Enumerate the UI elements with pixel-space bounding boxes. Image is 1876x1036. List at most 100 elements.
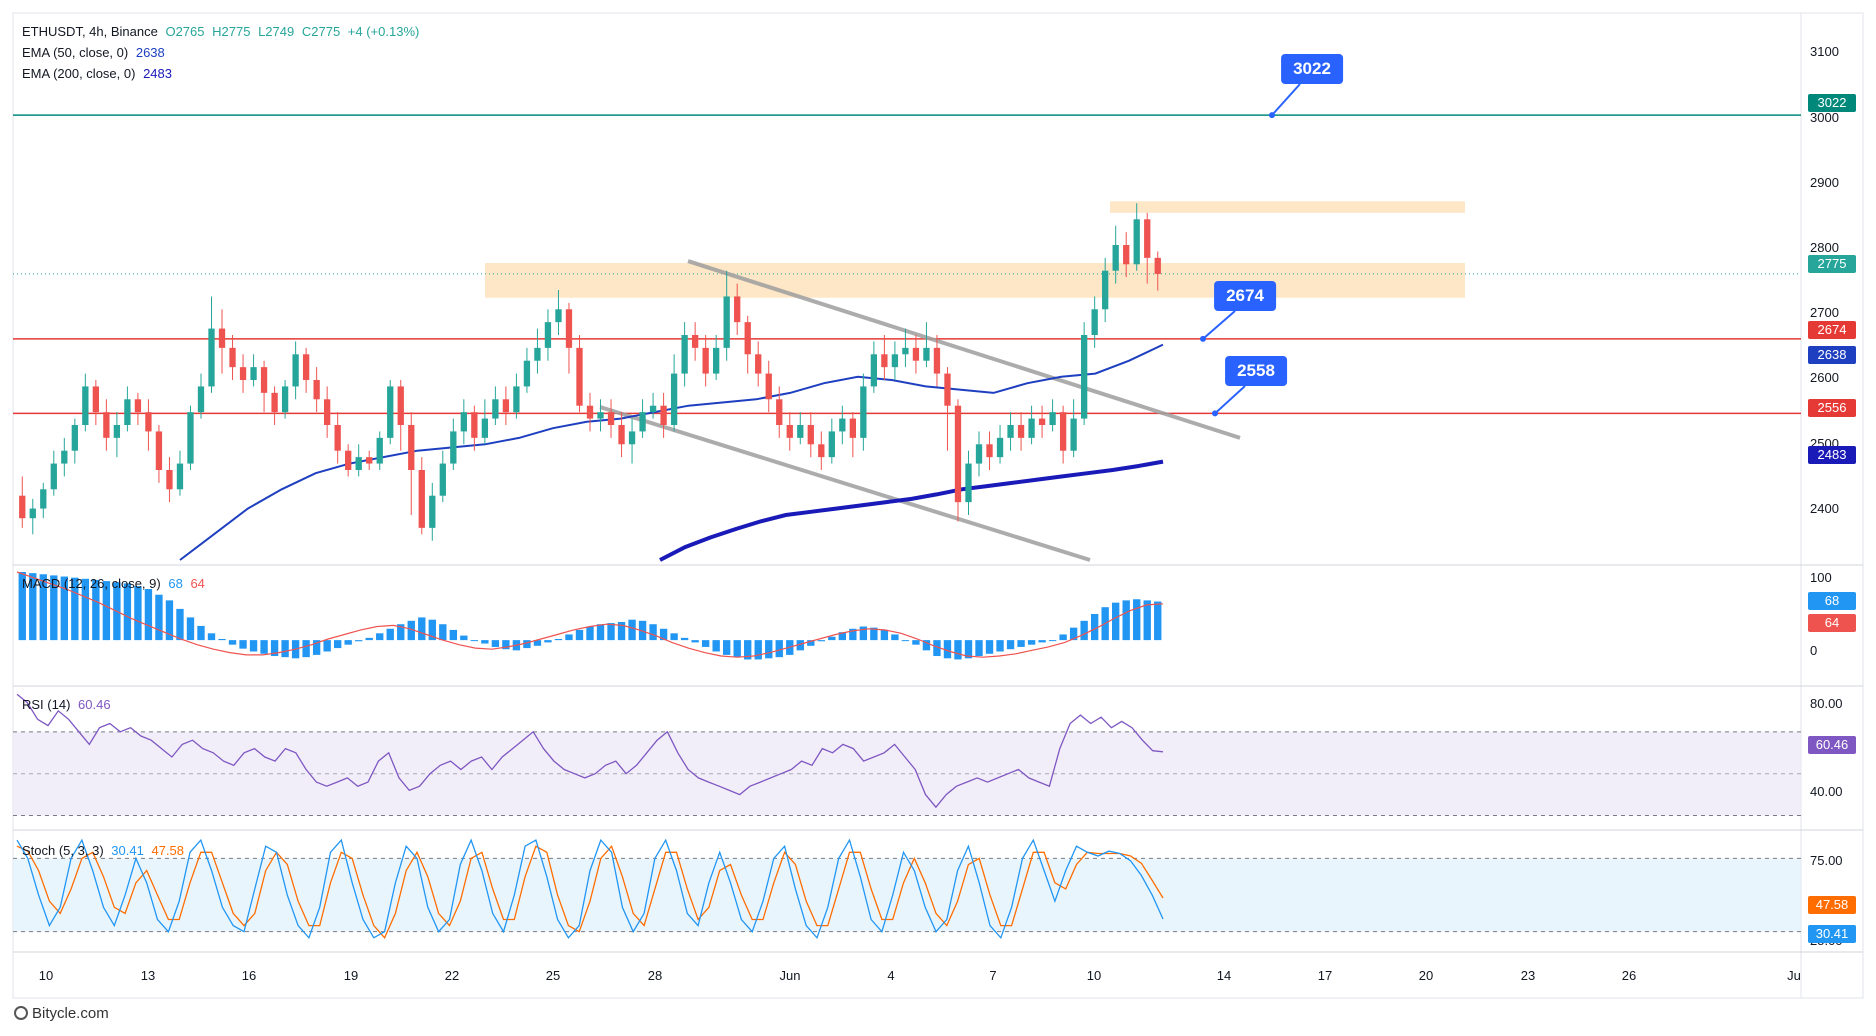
candle-body [271,392,278,413]
callout-2674[interactable]: 2674 [1214,281,1276,311]
macd-legend[interactable]: MACD (12, 26, close, 9) 68 64 [22,576,205,591]
macd-histogram-bar [323,640,331,652]
legend-ema200-row[interactable]: EMA (200, close, 0) 2483 [22,66,172,81]
candle-body [670,373,678,425]
candle-body [502,399,510,413]
candle-body [797,425,804,438]
macd-histogram-bar [333,640,342,649]
candle-body [82,386,89,425]
ema50-tag: 2638 [1808,346,1856,364]
macd-histogram-bar [312,640,321,655]
stoch-band [13,858,1801,932]
callout-3022[interactable]: 3022 [1281,54,1343,84]
ema200-tag: 2483 [1808,446,1856,464]
ema200-label: EMA (200, close, 0) [22,66,136,81]
candle-body [1144,219,1151,258]
macd-histogram-bar [954,640,962,660]
x-tick-label: 19 [343,968,359,983]
x-tick-label: 28 [647,968,663,983]
stoch-k-line [16,838,1164,940]
callout-2558[interactable]: 2558 [1225,356,1287,386]
macd-histogram-bar [155,594,163,641]
candle-body [1091,309,1098,335]
macd-histogram-bar [302,640,310,658]
macd-histogram-bar [39,574,47,641]
candle-body [1007,425,1014,438]
brand-footer[interactable]: Bitycle.com [14,1005,109,1022]
ema200-value: 2483 [143,66,172,81]
macd-histogram-bar [586,626,594,641]
macd-histogram-bar [344,640,352,645]
x-tick-label: 14 [1216,968,1232,983]
candle-body [713,347,720,374]
candle-body [71,425,78,451]
candle-body [965,463,972,503]
macd-histogram-bar [1017,640,1025,647]
macd-histogram-bar [481,640,489,644]
candle-body [534,347,541,361]
macd-histogram-bar [607,623,615,641]
y-tick-label: 2900 [1810,175,1839,190]
x-tick-label: 16 [241,968,257,983]
macd-histogram-bar [29,573,37,641]
macd-histogram-bar [943,640,952,659]
macd-histogram-bar [901,640,910,642]
legend-ema50-row[interactable]: EMA (50, close, 0) 2638 [22,45,165,60]
candle-body [618,425,625,445]
macd-histogram-bar [575,629,584,641]
candle-body [881,354,888,368]
macd-histogram-bar [880,629,889,641]
rsi-label: RSI (14) [22,697,71,712]
macd-histogram-bar [733,640,741,658]
macd-histogram-bar [249,640,258,652]
macd-histogram-bar [197,625,205,641]
macd-histogram-bar [964,640,973,659]
macd-histogram-bar [828,636,836,641]
rsi-legend[interactable]: RSI (14) 60.46 [22,697,111,712]
candle-body [607,412,615,425]
macd-histogram-bar [144,589,153,641]
candle-body [103,412,110,438]
candle-body [145,412,152,432]
candle-body [460,412,467,432]
candle-body [555,309,562,323]
channel-upper-line [687,259,1241,440]
y-tick-label: 3100 [1810,44,1839,59]
candle-body [1102,270,1109,310]
macd-y-tick-label: 100 [1810,570,1832,585]
candle-body [366,457,373,464]
candle-body [1112,245,1119,271]
candle-body [765,373,772,400]
callout-anchor-dot [1200,335,1206,342]
macd-histogram-bar [996,640,1004,652]
candle-body [513,386,520,413]
symbol-label[interactable]: ETHUSDT, 4h, Binance [22,24,158,39]
macd-histogram-bar [1048,640,1057,642]
candle-body [19,495,26,519]
macd-histogram-bar [407,620,415,641]
candle-body [544,322,552,348]
legend-symbol-row: ETHUSDT, 4h, Binance O2765 H2775 L2749 C… [22,24,419,39]
macd-histogram-bar [775,640,783,658]
candle-body [755,354,762,374]
candle-body [1133,219,1140,265]
candle-body [975,444,983,464]
macd-histogram-bar [460,635,468,641]
stoch-legend[interactable]: Stoch (5, 3, 3) 30.41 47.58 [22,843,184,858]
callout-anchor-dot [1212,410,1218,417]
candle-body [40,489,47,509]
rsi-line [16,693,1164,809]
macd-histogram-bar [859,626,868,641]
candle-body [807,425,814,445]
rsi-band [13,731,1801,816]
candle-body [912,347,920,361]
macd-histogram-bar [744,640,752,660]
brand-name: Bitycle.com [32,1005,109,1022]
candle-body [113,425,121,438]
horizontal-levels [13,114,1801,415]
candle-body [250,367,257,380]
macd-histogram-bar [281,640,289,658]
macd-histogram-bar [60,576,68,641]
callout-anchor-dot [1269,112,1275,119]
